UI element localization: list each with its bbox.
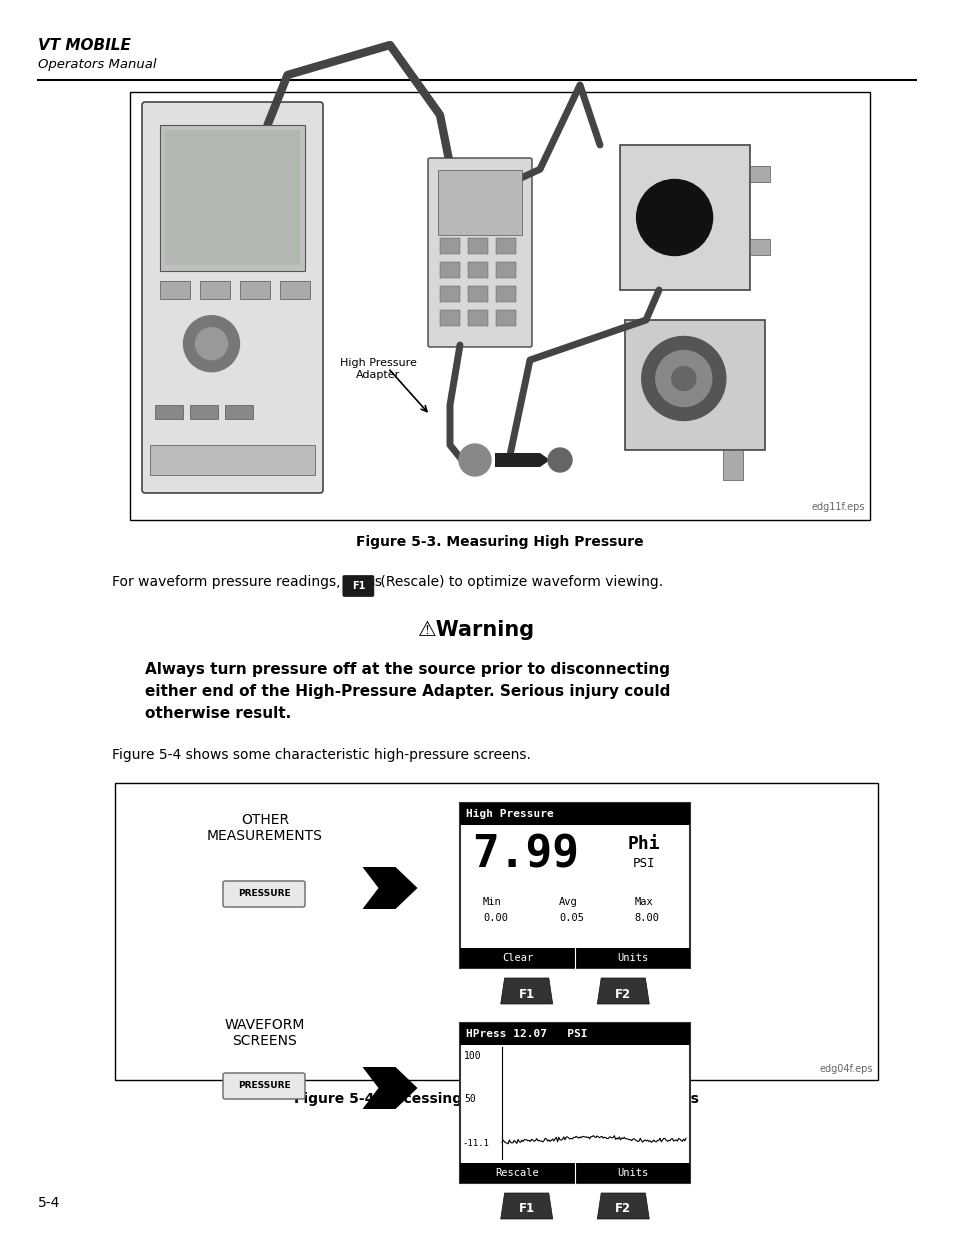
Text: Min: Min	[482, 897, 501, 906]
FancyBboxPatch shape	[624, 320, 764, 450]
Bar	[459, 948, 689, 968]
Polygon shape	[495, 453, 550, 467]
Bar	[749, 165, 769, 182]
Bar	[439, 237, 459, 253]
Text: For waveform pressure readings, press: For waveform pressure readings, press	[112, 576, 381, 589]
Text: Figure 5-3. Measuring High Pressure: Figure 5-3. Measuring High Pressure	[355, 535, 643, 550]
Text: Figure 5-4 shows some characteristic high-pressure screens.: Figure 5-4 shows some characteristic hig…	[112, 748, 530, 762]
Text: edg11f.eps: edg11f.eps	[811, 501, 864, 513]
Bar	[496, 285, 516, 301]
Text: either end of the High-Pressure Adapter. Serious injury could: either end of the High-Pressure Adapter.…	[145, 684, 670, 699]
Text: Clear: Clear	[501, 953, 533, 963]
Bar	[437, 170, 521, 235]
Text: Rescale: Rescale	[496, 1168, 538, 1178]
Text: PSI: PSI	[632, 857, 655, 869]
Bar	[459, 1163, 689, 1183]
Bar	[439, 285, 459, 301]
Circle shape	[195, 327, 227, 359]
Text: 8.00: 8.00	[634, 913, 659, 923]
Text: Always turn pressure off at the source prior to disconnecting: Always turn pressure off at the source p…	[145, 662, 669, 677]
Bar	[468, 262, 488, 278]
Bar	[459, 803, 689, 825]
Bar	[496, 237, 516, 253]
Text: Operators Manual: Operators Manual	[38, 58, 156, 70]
Circle shape	[641, 336, 725, 420]
Text: 100: 100	[463, 1051, 481, 1061]
Bar	[459, 1023, 689, 1045]
Bar	[749, 238, 769, 254]
Text: F1: F1	[352, 580, 365, 592]
Circle shape	[655, 351, 711, 406]
Bar	[160, 282, 190, 299]
Bar	[225, 405, 253, 420]
Text: 50: 50	[463, 1094, 476, 1104]
Bar	[200, 282, 230, 299]
Text: Avg: Avg	[558, 897, 578, 906]
Polygon shape	[597, 978, 649, 1004]
FancyBboxPatch shape	[223, 1073, 305, 1099]
Bar	[240, 282, 270, 299]
Circle shape	[458, 445, 491, 475]
Bar	[496, 262, 516, 278]
Text: WAVEFORM
SCREENS: WAVEFORM SCREENS	[225, 1018, 305, 1049]
FancyBboxPatch shape	[619, 144, 749, 290]
Bar	[165, 130, 299, 264]
FancyBboxPatch shape	[142, 103, 323, 493]
Text: F1: F1	[518, 988, 535, 1000]
Circle shape	[671, 367, 695, 390]
Text: -11.1: -11.1	[461, 1139, 488, 1147]
Bar	[439, 310, 459, 326]
Bar	[160, 125, 305, 272]
Text: 7.99: 7.99	[472, 832, 578, 876]
Text: edg04f.eps: edg04f.eps	[819, 1065, 872, 1074]
Text: HPress 12.07   PSI: HPress 12.07 PSI	[465, 1029, 587, 1039]
Polygon shape	[362, 867, 417, 909]
FancyBboxPatch shape	[223, 881, 305, 906]
Text: High Pressure
Adapter: High Pressure Adapter	[339, 358, 416, 379]
Text: OTHER
MEASUREMENTS: OTHER MEASUREMENTS	[207, 813, 323, 844]
Text: F2: F2	[615, 988, 631, 1000]
Text: Units: Units	[617, 1168, 647, 1178]
Bar	[439, 262, 459, 278]
Bar	[468, 310, 488, 326]
Text: High Pressure: High Pressure	[465, 809, 553, 819]
Bar	[154, 405, 183, 420]
Text: (Rescale) to optimize waveform viewing.: (Rescale) to optimize waveform viewing.	[376, 576, 663, 589]
Text: F1: F1	[518, 1203, 535, 1215]
Text: 0.05: 0.05	[558, 913, 583, 923]
Text: PRESSURE: PRESSURE	[237, 889, 290, 899]
Text: PRESSURE: PRESSURE	[237, 1082, 290, 1091]
FancyBboxPatch shape	[428, 158, 532, 347]
Polygon shape	[500, 978, 552, 1004]
Polygon shape	[362, 1067, 417, 1109]
Text: Phi: Phi	[627, 835, 659, 853]
Circle shape	[547, 448, 572, 472]
Bar	[496, 310, 516, 326]
Text: 5-4: 5-4	[38, 1195, 60, 1210]
Bar	[459, 803, 689, 968]
Polygon shape	[500, 1193, 552, 1219]
Text: Figure 5-4. Accessing High-Pressure Measurements: Figure 5-4. Accessing High-Pressure Meas…	[294, 1092, 698, 1107]
Bar	[468, 237, 488, 253]
FancyBboxPatch shape	[342, 576, 374, 597]
Bar	[150, 445, 314, 475]
Text: 0.00: 0.00	[482, 913, 507, 923]
Bar	[468, 285, 488, 301]
Circle shape	[183, 316, 239, 372]
Polygon shape	[597, 1193, 649, 1219]
Bar	[115, 783, 877, 1079]
Bar	[722, 450, 742, 480]
Text: Units: Units	[617, 953, 647, 963]
Circle shape	[636, 179, 712, 256]
Text: VT MOBILE: VT MOBILE	[38, 38, 131, 53]
Bar	[190, 405, 218, 420]
Bar	[459, 1023, 689, 1183]
Text: Max: Max	[634, 897, 653, 906]
Bar	[280, 282, 310, 299]
Text: F2: F2	[615, 1203, 631, 1215]
Bar	[130, 91, 869, 520]
Text: ⚠Warning: ⚠Warning	[418, 620, 535, 640]
Text: otherwise result.: otherwise result.	[145, 706, 291, 721]
